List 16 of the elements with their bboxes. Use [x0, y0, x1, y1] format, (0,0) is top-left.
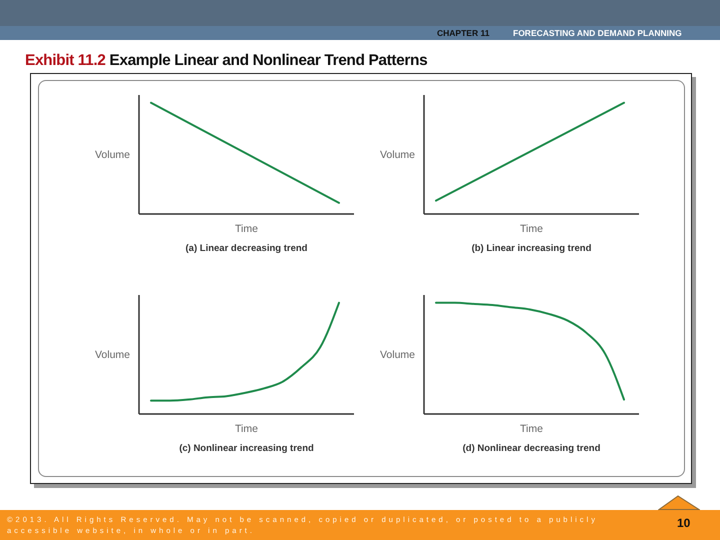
text: CHAPTER 11	[437, 28, 490, 38]
text: Exhibit 11.2 Example Linear and Nonlinear Trend Patterns	[25, 52, 428, 69]
text: (b) Linear increasing trend	[472, 243, 592, 254]
x-axis-title: Time	[235, 223, 258, 235]
text: 10	[677, 516, 690, 530]
text: (a) Linear decreasing trend	[186, 243, 308, 254]
x-axis-title: Time	[235, 423, 258, 435]
text: FORECASTING AND DEMAND PLANNING	[513, 28, 682, 38]
x-axis-title: Time	[520, 223, 544, 235]
y-axis-title: Volume	[94, 349, 130, 362]
y-axis-title: Volume	[94, 149, 130, 162]
y-axis-title: Volume	[380, 349, 416, 362]
text: (c) Nonlinear increasing trend	[179, 443, 314, 454]
y-axis-title: Volume	[380, 149, 416, 162]
x-axis-title: Time	[520, 423, 544, 435]
text: (d) Nonlinear decreasing trend	[462, 443, 600, 454]
